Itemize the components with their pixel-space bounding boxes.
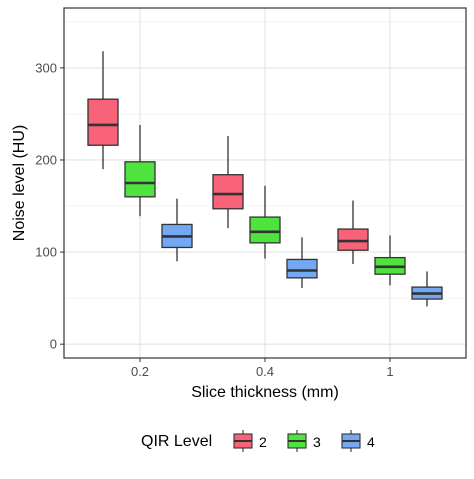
- box-iqr: [337, 228, 369, 251]
- legend-title: QIR Level: [141, 433, 212, 450]
- box-qir-3-0.2: [124, 124, 156, 217]
- box-iqr: [124, 161, 156, 198]
- y-tick-label: 100: [35, 245, 57, 260]
- legend-items: 2 3 4: [233, 430, 375, 452]
- box-layer: [87, 51, 443, 307]
- y-tick-label: 200: [35, 152, 57, 167]
- box-qir-2-0.4: [212, 136, 244, 229]
- tick-layer: 0 100 200 300 0.2 0.4 1: [35, 60, 393, 379]
- legend-item-3: 3: [287, 430, 321, 452]
- box-qir-4-0.4: [286, 237, 318, 288]
- legend-label: 4: [367, 434, 375, 450]
- box-qir-3-1: [374, 235, 406, 286]
- box-qir-2-0.2: [87, 51, 119, 170]
- x-axis-title: Slice thickness (mm): [191, 384, 339, 401]
- box-iqr: [212, 174, 244, 210]
- y-tick-label: 0: [50, 337, 57, 352]
- box-qir-4-1: [411, 271, 443, 307]
- y-tick-label: 300: [35, 60, 57, 75]
- legend-item-4: 4: [341, 430, 375, 452]
- legend-label: 3: [313, 434, 321, 450]
- box-qir-4-0.2: [161, 198, 193, 262]
- y-axis-title: Noise level (HU): [11, 125, 28, 241]
- legend: QIR Level 2 3 4: [141, 430, 375, 452]
- x-tick-label: 1: [386, 364, 393, 379]
- legend-item-2: 2: [233, 430, 267, 452]
- box-qir-2-1: [337, 200, 369, 265]
- x-tick-label: 0.4: [256, 364, 274, 379]
- box-iqr: [87, 98, 119, 146]
- legend-label: 2: [259, 434, 267, 450]
- box-qir-3-0.4: [249, 185, 281, 259]
- box-iqr: [286, 258, 318, 279]
- x-tick-label: 0.2: [131, 364, 149, 379]
- box-iqr: [249, 216, 281, 244]
- grid-layer: [64, 8, 466, 358]
